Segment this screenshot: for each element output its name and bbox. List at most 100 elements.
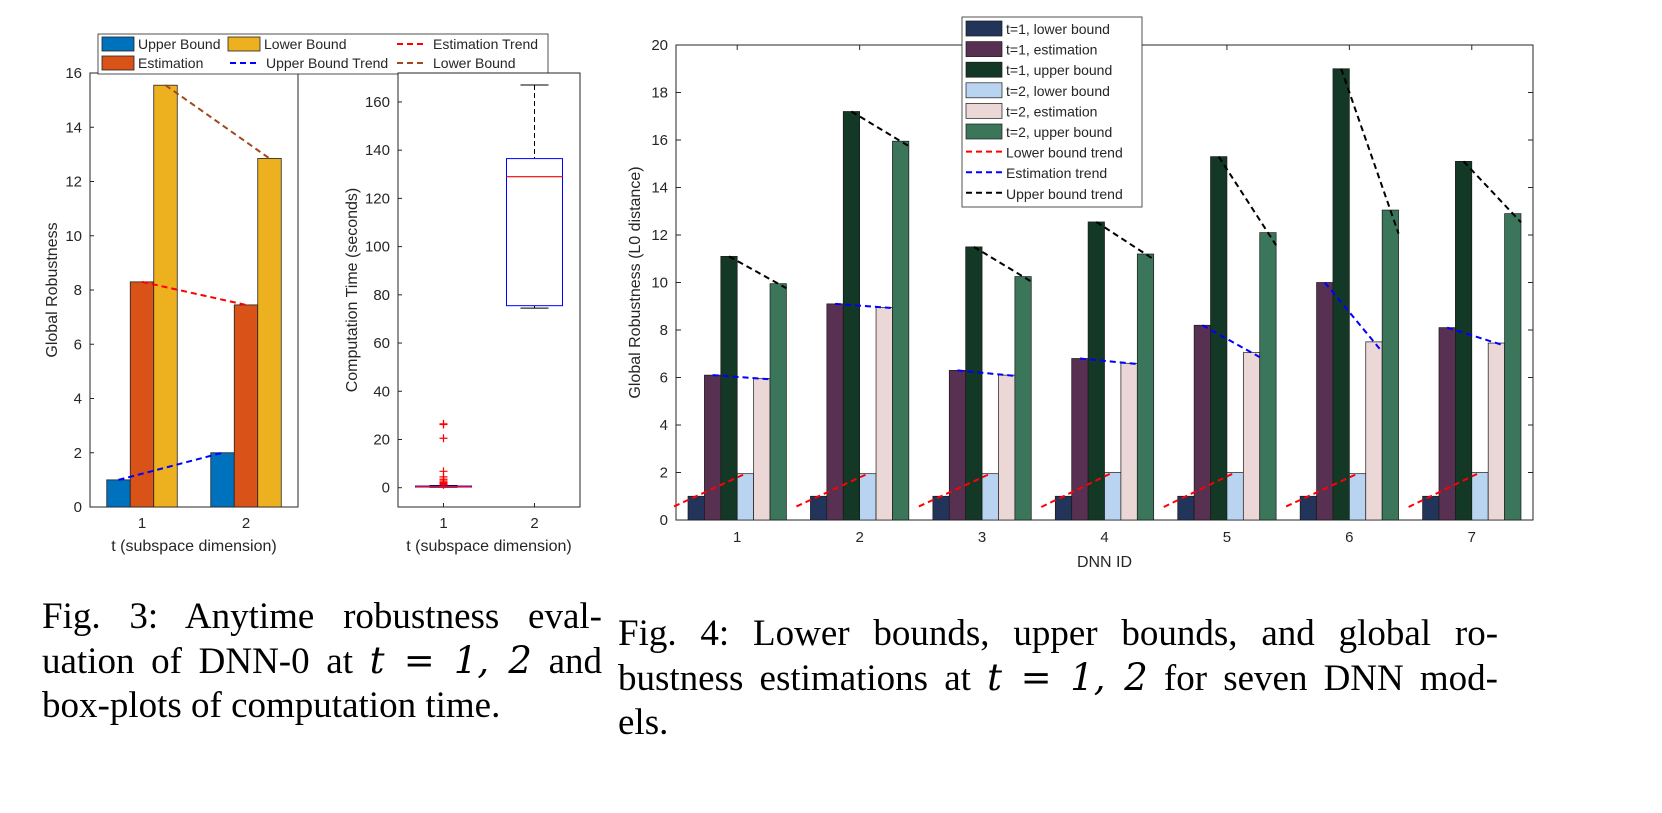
fig4-caption-math: t = 1, 2 xyxy=(987,656,1148,699)
legend-label: Estimation trend xyxy=(1006,165,1107,181)
x-axis-label: t (subspace dimension) xyxy=(111,538,276,555)
trend-line xyxy=(673,472,746,508)
legend-swatch xyxy=(965,82,1003,99)
legend-swatch xyxy=(965,123,1003,140)
trend-line xyxy=(1446,326,1505,347)
y-tick-label: 80 xyxy=(373,287,390,304)
bar-t-1-upper-bound xyxy=(1210,156,1228,521)
bar-t-2-upper-bound xyxy=(892,140,910,521)
fig3-caption-math: t = 1, 2 xyxy=(369,639,532,682)
bar-t-2-estimation xyxy=(1242,352,1261,521)
legend-label: Lower Bound xyxy=(433,55,516,71)
fig4-caption-line2: bustness estimations at xyxy=(618,658,988,699)
y-tick-label: 40 xyxy=(373,383,390,400)
y-tick-label: 2 xyxy=(74,445,82,462)
outlier-marker xyxy=(439,434,448,443)
bar-t-1-estimation xyxy=(1316,282,1334,521)
legend-label: t=2, lower bound xyxy=(1006,83,1110,99)
bar-t-2-lower-bound xyxy=(1104,472,1122,521)
y-tick-label: 8 xyxy=(74,282,82,299)
bar-t-1-upper-bound xyxy=(1332,68,1350,521)
x-axis-label: t (subspace dimension) xyxy=(406,538,571,555)
bar-t-2-upper-bound xyxy=(1259,232,1277,521)
trend-line xyxy=(1408,471,1481,508)
bar-t-1-lower-bound xyxy=(1299,495,1317,521)
plot-area xyxy=(397,72,581,508)
fig4-caption: Fig. 4: Lower bounds, upper bounds, and … xyxy=(618,612,1498,745)
bar-t-1-lower-bound xyxy=(932,495,950,521)
y-tick-label: 4 xyxy=(660,417,668,434)
outlier-marker xyxy=(439,420,448,429)
legend-swatch xyxy=(101,36,135,52)
fig3-caption: Fig. 3: Anytime robustness eval- uation … xyxy=(42,595,602,728)
fig3-label: Fig. 3: xyxy=(42,596,159,637)
bar-t-2-upper-bound xyxy=(1381,209,1399,521)
trend-line xyxy=(118,451,223,481)
trend-line xyxy=(141,280,247,306)
bar-lower-bound xyxy=(153,84,178,508)
bar-t-2-upper-bound xyxy=(1136,253,1155,521)
bar-t-1-lower-bound xyxy=(810,495,828,521)
box-1 xyxy=(415,419,472,489)
x-tick-label: 6 xyxy=(1345,529,1353,546)
legend-label: Upper bound trend xyxy=(1006,186,1123,202)
trend-line xyxy=(1201,324,1261,358)
legend-label: t=1, upper bound xyxy=(1006,62,1112,78)
bar-t-1-lower-bound xyxy=(1177,495,1195,521)
x-tick-label: 1 xyxy=(439,515,447,532)
bar-t-2-estimation xyxy=(1487,342,1505,521)
y-tick-label: 16 xyxy=(65,65,82,82)
legend-box xyxy=(97,33,549,75)
bar-t-1-upper-bound xyxy=(1087,221,1105,521)
x-tick-label: 2 xyxy=(242,515,250,532)
y-tick-label: 140 xyxy=(365,142,390,159)
trend-line xyxy=(796,472,869,508)
y-tick-label: 18 xyxy=(651,85,668,102)
trend-line xyxy=(1163,471,1236,508)
iqr-box xyxy=(506,158,563,307)
y-tick-label: 20 xyxy=(373,431,390,448)
y-tick-label: 10 xyxy=(65,228,82,245)
bar-t-2-lower-bound xyxy=(1349,473,1367,521)
fig4-caption-line1: Lower bounds, upper bounds, and global r… xyxy=(753,613,1499,654)
trend-line xyxy=(973,246,1032,283)
y-tick-label: 100 xyxy=(365,239,390,256)
bar-t-2-lower-bound xyxy=(736,473,754,521)
bar-t-1-upper-bound xyxy=(842,111,860,521)
legend-label: t=1, lower bound xyxy=(1006,21,1110,37)
bar-upper-bound xyxy=(210,452,235,508)
bar-upper-bound xyxy=(106,479,131,508)
trend-line xyxy=(1285,472,1358,508)
bar-t-1-estimation xyxy=(826,303,844,521)
bar-t-2-lower-bound xyxy=(1226,472,1244,521)
y-tick-label: 0 xyxy=(74,499,82,516)
y-tick-label: 60 xyxy=(373,335,390,352)
trend-line xyxy=(1217,156,1277,246)
legend-swatch xyxy=(965,41,1003,57)
bar-t-2-lower-bound xyxy=(1471,472,1489,521)
x-tick-label: 1 xyxy=(138,515,146,532)
y-tick-label: 10 xyxy=(651,275,668,292)
x-tick-label: 4 xyxy=(1100,529,1108,546)
bar-t-2-upper-bound xyxy=(1014,276,1032,521)
bar-t-1-lower-bound xyxy=(687,495,705,521)
y-tick-label: 12 xyxy=(651,227,668,244)
legend-label: t=1, estimation xyxy=(1006,42,1097,58)
x-tick-label: 3 xyxy=(978,529,986,546)
y-axis-label: Global Robustness (L0 distance) xyxy=(627,166,644,398)
y-tick-label: 6 xyxy=(660,370,668,387)
x-tick-label: 2 xyxy=(855,529,863,546)
y-axis-label: Computation Time (seconds) xyxy=(344,188,361,393)
bar-estimation xyxy=(233,304,259,508)
bar-lower-bound xyxy=(257,158,282,508)
fig3-caption-line1: Anytime robustness eval- xyxy=(184,596,602,637)
x-tick-label: 2 xyxy=(530,515,538,532)
legend-swatch xyxy=(101,55,135,71)
x-tick-label: 5 xyxy=(1223,529,1231,546)
y-tick-label: 0 xyxy=(660,512,668,529)
bar-t-1-upper-bound xyxy=(1455,161,1473,521)
bar-t-2-lower-bound xyxy=(859,473,877,521)
legend-swatch xyxy=(965,61,1003,78)
